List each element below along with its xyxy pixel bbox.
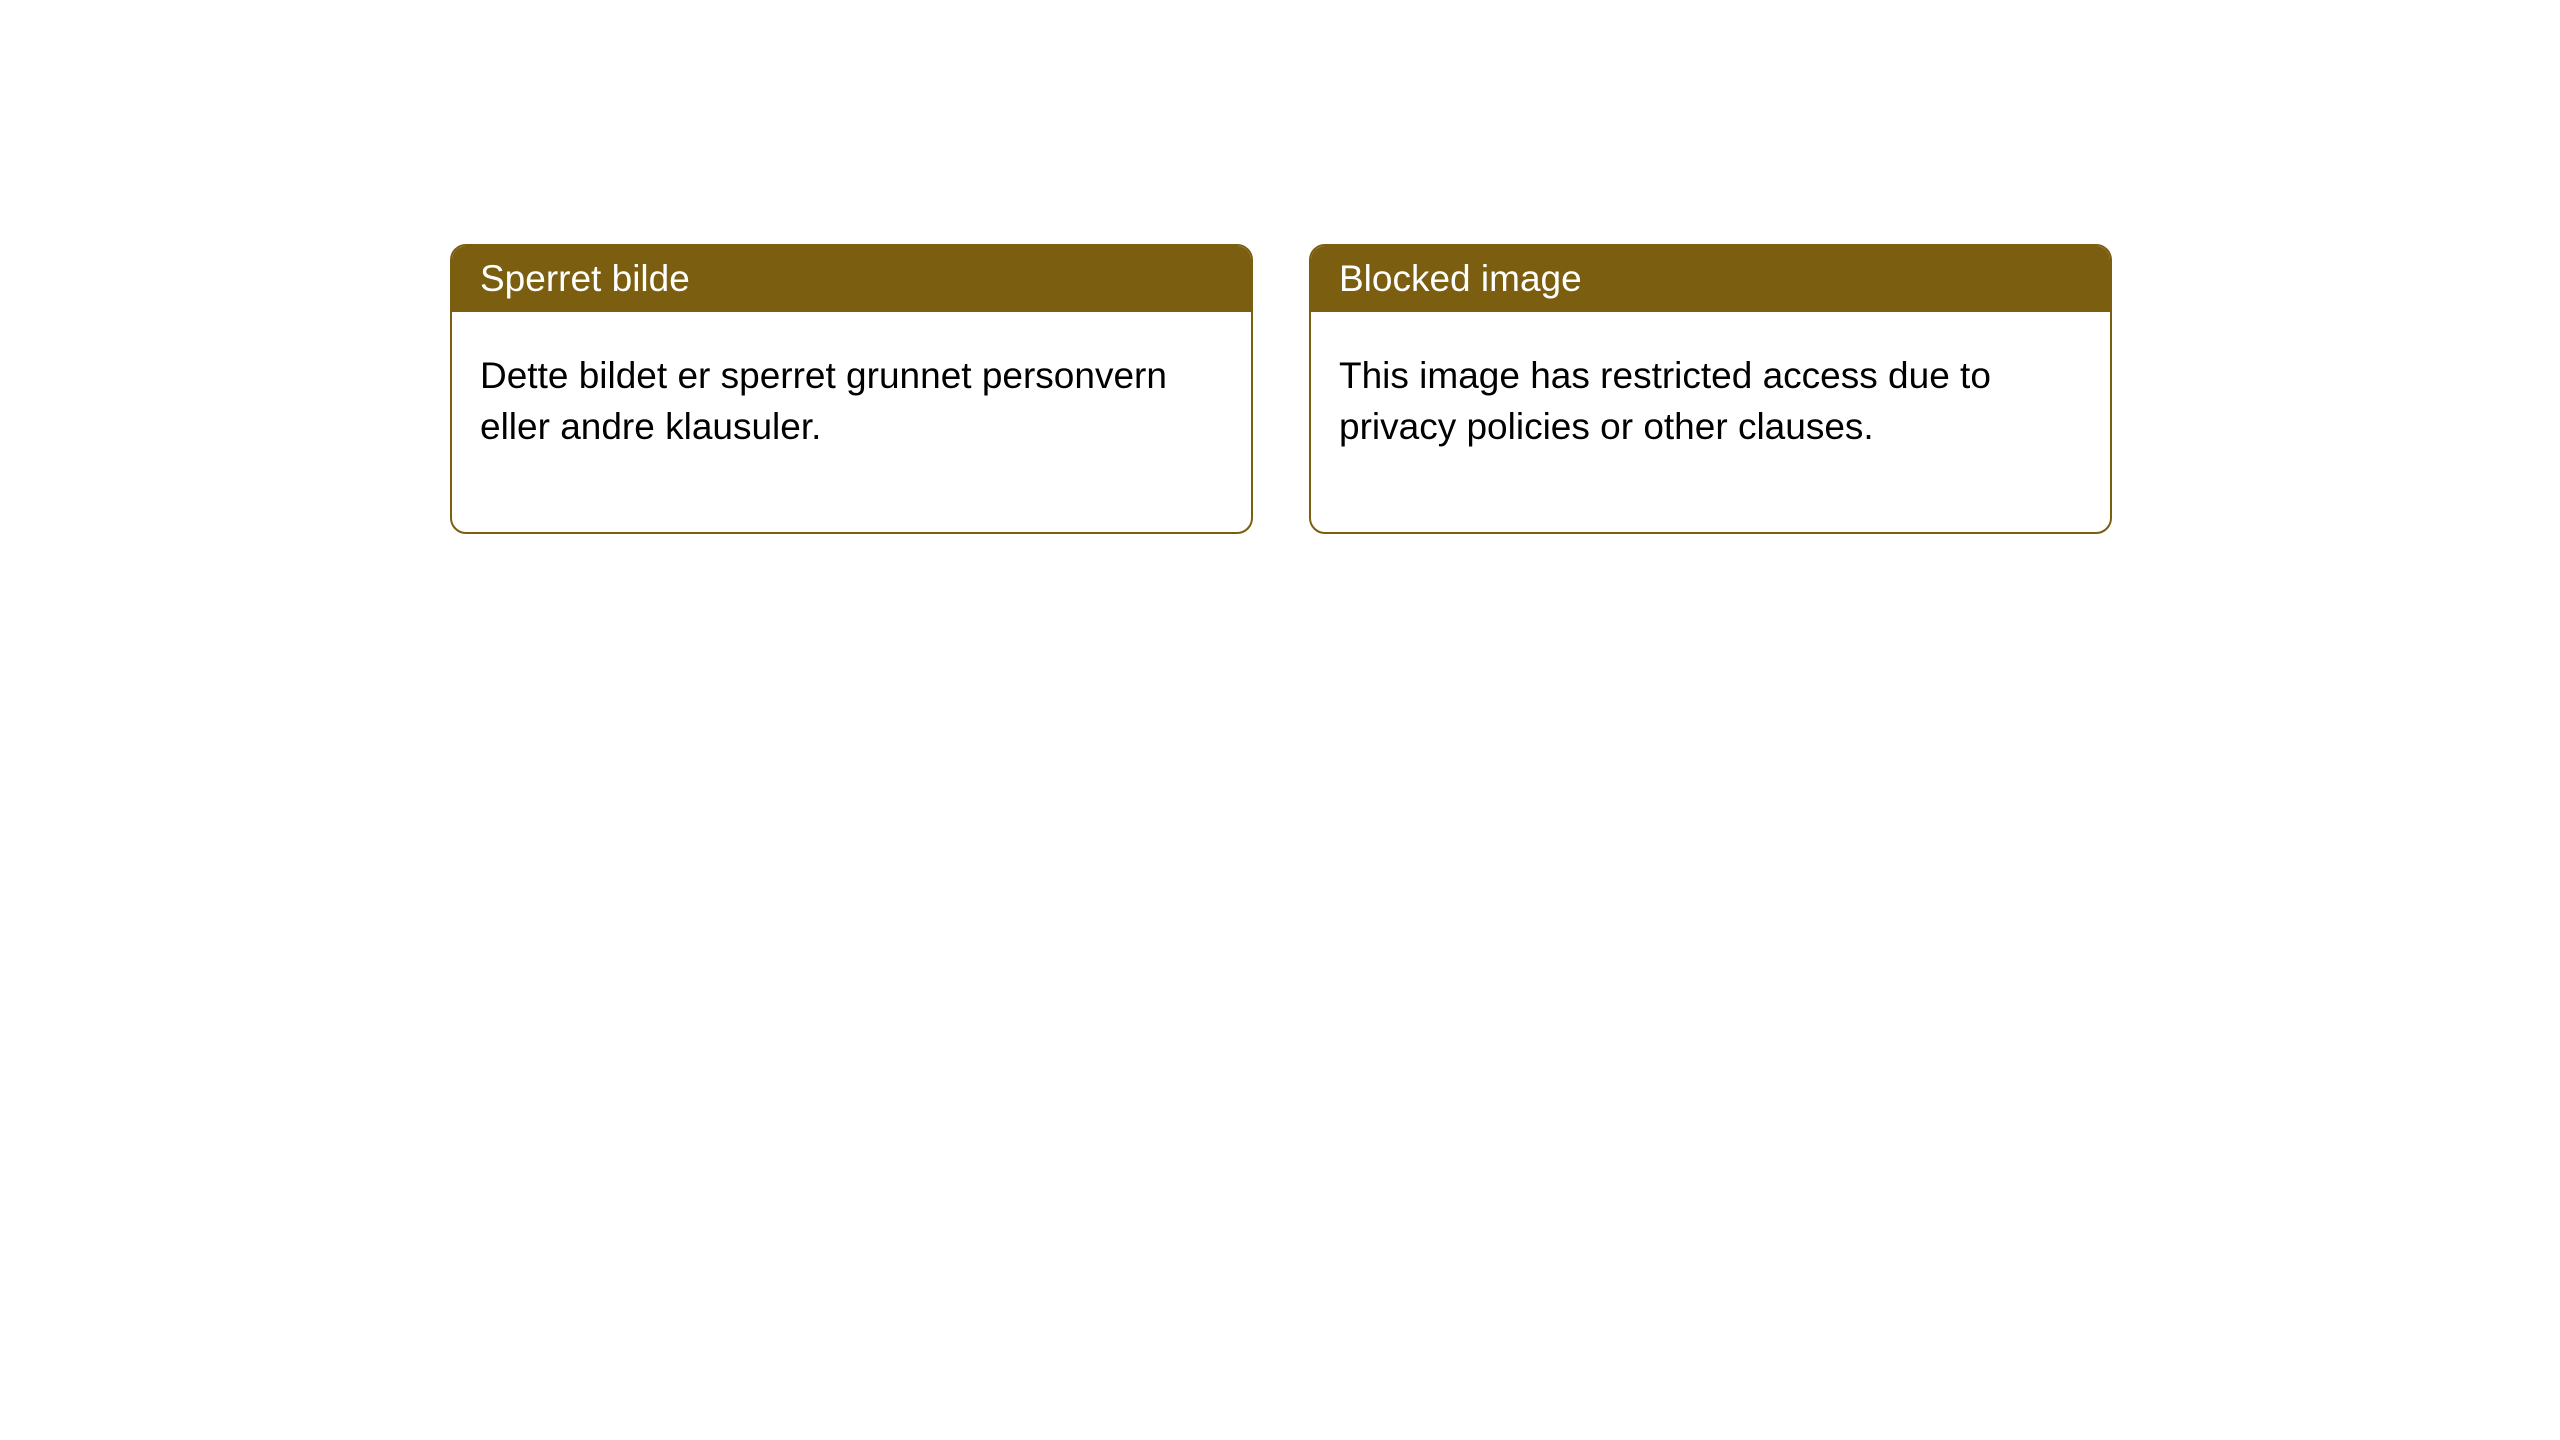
- notice-container: Sperret bilde Dette bildet er sperret gr…: [0, 0, 2560, 534]
- notice-card-english: Blocked image This image has restricted …: [1309, 244, 2112, 534]
- notice-body: Dette bildet er sperret grunnet personve…: [452, 312, 1251, 532]
- notice-title: Blocked image: [1311, 246, 2110, 312]
- notice-body: This image has restricted access due to …: [1311, 312, 2110, 532]
- notice-card-norwegian: Sperret bilde Dette bildet er sperret gr…: [450, 244, 1253, 534]
- notice-title: Sperret bilde: [452, 246, 1251, 312]
